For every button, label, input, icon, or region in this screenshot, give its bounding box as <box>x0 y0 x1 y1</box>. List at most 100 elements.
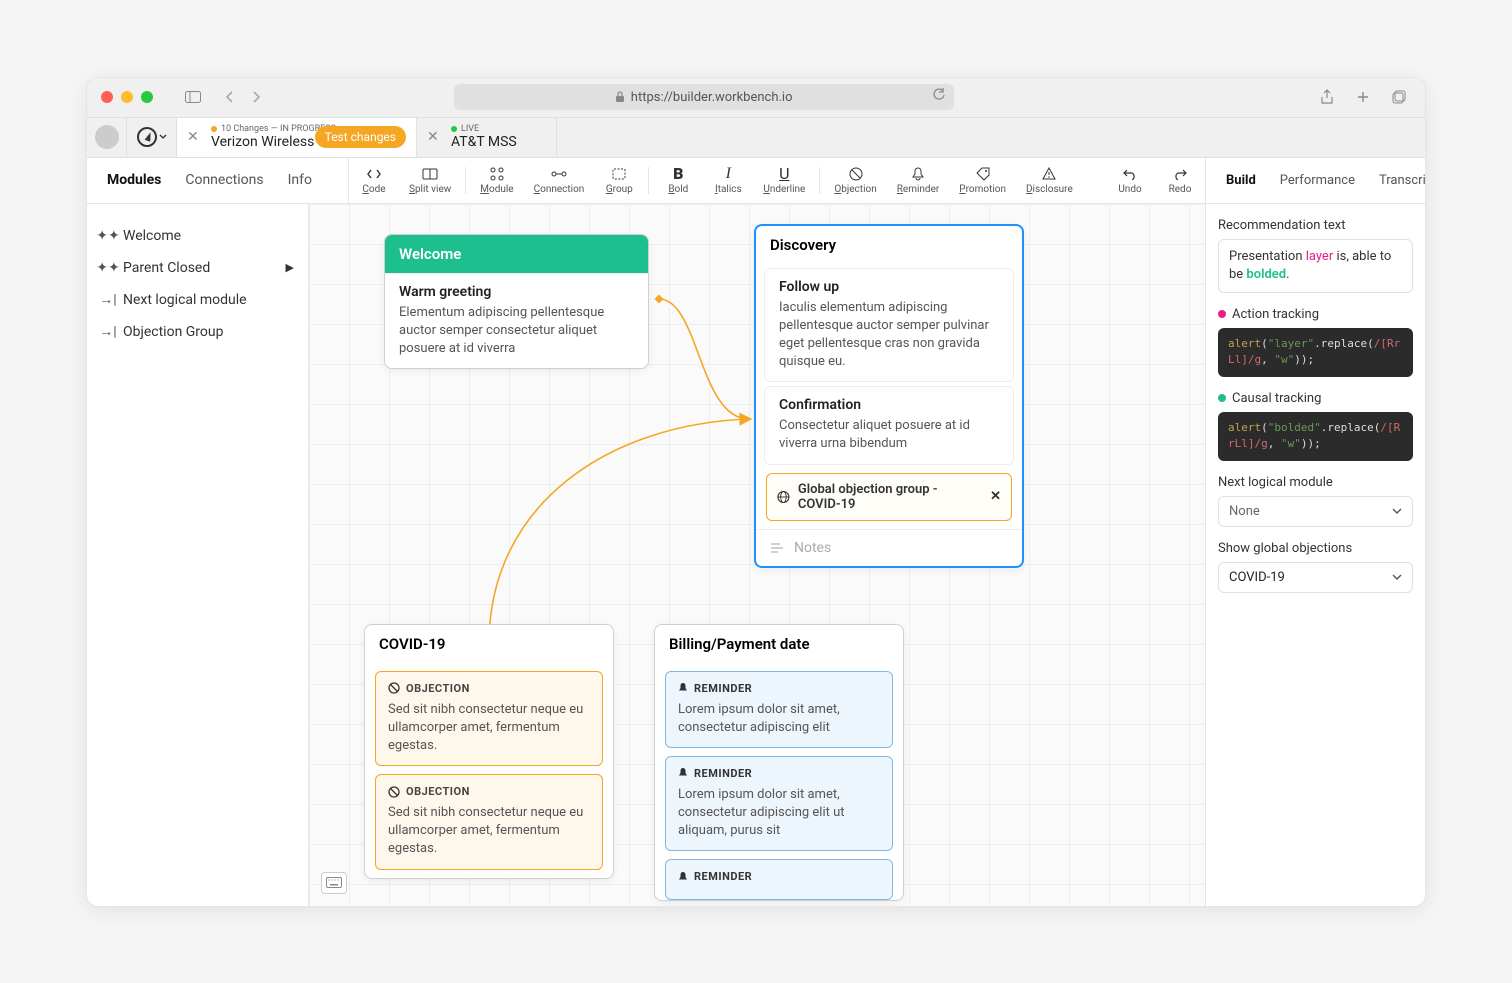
sidebar-item-parent-closed[interactable]: ✦✦ Parent Closed ▶ <box>95 252 300 284</box>
reload-icon[interactable] <box>932 88 946 106</box>
toolbar-underline[interactable]: U Underline <box>753 158 815 203</box>
sparkle-icon: ✦✦ <box>101 261 115 275</box>
global-objection-chip[interactable]: Global objection group - COVID-19 ✕ <box>766 473 1012 521</box>
panel-label: Action tracking <box>1218 307 1413 322</box>
sidebar-toggle-icon[interactable] <box>181 85 205 109</box>
nav-forward-button[interactable] <box>245 85 269 109</box>
avatar-cell[interactable] <box>87 118 127 157</box>
global-objections-select[interactable]: COVID-19 <box>1218 562 1413 593</box>
causal-code-box[interactable]: alert("bolded".replace(/[RrLl]/g, "w")); <box>1218 412 1413 461</box>
toolbar-label: Reminder <box>897 184 940 195</box>
toolbar-undo[interactable]: Undo <box>1105 158 1155 203</box>
toolbar-objection[interactable]: Objection <box>824 158 886 203</box>
card-welcome[interactable]: Welcome Warm greeting Elementum adipisci… <box>384 234 649 370</box>
minimize-window-button[interactable] <box>121 91 133 103</box>
close-icon[interactable]: ✕ <box>990 489 1001 504</box>
section-body: Elementum adipiscing pellentesque auctor… <box>399 304 634 359</box>
group-icon <box>612 166 626 182</box>
toolbar-label: Objection <box>834 184 876 195</box>
tab-build[interactable]: Build <box>1226 173 1256 188</box>
test-changes-button[interactable]: Test changes <box>315 126 406 148</box>
connection-icon <box>551 166 567 182</box>
toolbar-promotion[interactable]: Promotion <box>949 158 1016 203</box>
tab-transcripts[interactable]: Transcripts <box>1379 173 1426 188</box>
status-dot-green <box>451 126 457 132</box>
sidebar-item-next-module[interactable]: →| Next logical module <box>95 284 300 316</box>
lock-icon <box>615 91 625 103</box>
card-covid[interactable]: COVID-19 OBJECTION Sed sit nibh consecte… <box>364 624 614 879</box>
toolbar-reminder[interactable]: Reminder <box>887 158 950 203</box>
action-code-box[interactable]: alert("layer".replace(/[RrLl]/g, "w")); <box>1218 328 1413 377</box>
sidebar-item-objection-group[interactable]: →| Objection Group <box>95 316 300 348</box>
tab-status-label: LIVE <box>461 124 479 134</box>
sidebar-item-label: Objection Group <box>123 324 223 340</box>
close-window-button[interactable] <box>101 91 113 103</box>
canvas[interactable]: Welcome Warm greeting Elementum adipisci… <box>309 204 1205 906</box>
toolbar-redo[interactable]: Redo <box>1155 158 1205 203</box>
compass-cell[interactable] <box>127 118 177 157</box>
section-body: Consectetur aliquet posuere at id viverr… <box>779 417 999 453</box>
toolbar-label: Module <box>480 184 513 195</box>
dot-icon <box>1218 394 1226 402</box>
tab-att[interactable]: ✕ LIVE AT&T MSS <box>417 118 557 157</box>
select-value: COVID-19 <box>1229 570 1285 585</box>
reminder-item[interactable]: REMINDER Lorem ipsum dolor sit amet, con… <box>665 671 893 748</box>
card-title: COVID-19 <box>365 625 613 663</box>
titlebar: https://builder.workbench.io <box>87 78 1425 118</box>
address-bar[interactable]: https://builder.workbench.io <box>454 84 954 110</box>
tab-verizon[interactable]: ✕ 10 Changes — IN PROGRESS Verizon Wirel… <box>177 118 417 157</box>
notes-icon <box>770 542 784 554</box>
notes-row[interactable]: Notes <box>756 529 1022 566</box>
panel-label: Causal tracking <box>1218 391 1413 406</box>
toolbar-label: Italics <box>715 184 742 195</box>
tag-label: OBJECTION <box>406 785 470 798</box>
maximize-window-button[interactable] <box>141 91 153 103</box>
objection-icon <box>849 166 863 182</box>
window-controls <box>101 91 153 103</box>
toolbar-label: Group <box>606 184 633 195</box>
bell-icon <box>678 767 688 779</box>
section-title: Confirmation <box>779 397 999 413</box>
toolbar-connection[interactable]: Connection <box>524 158 595 203</box>
sidebar-item-label: Next logical module <box>123 292 247 308</box>
keyboard-button[interactable] <box>321 872 347 894</box>
warning-icon <box>1042 166 1056 182</box>
objection-item[interactable]: OBJECTION Sed sit nibh consectetur neque… <box>375 774 603 870</box>
reminder-item[interactable]: REMINDER <box>665 859 893 900</box>
toolbar-code[interactable]: Code <box>349 158 399 203</box>
close-icon[interactable]: ✕ <box>427 129 439 145</box>
globe-icon <box>777 490 790 504</box>
close-icon[interactable]: ✕ <box>187 129 199 145</box>
toolbar-disclosure[interactable]: Disclosure <box>1016 158 1083 203</box>
card-discovery[interactable]: Discovery Follow up Iaculis elementum ad… <box>754 224 1024 568</box>
toolbar-bold[interactable]: B Bold <box>653 158 703 203</box>
objection-item[interactable]: OBJECTION Sed sit nibh consectetur neque… <box>375 671 603 767</box>
undo-icon <box>1123 166 1137 182</box>
tabs-overview-icon[interactable] <box>1387 85 1411 109</box>
toolbar-split-view[interactable]: Split view <box>399 158 461 203</box>
tag-label: REMINDER <box>694 870 752 883</box>
arrow-icon: →| <box>101 325 115 339</box>
toolbar-group[interactable]: Group <box>594 158 644 203</box>
toolbar-italics[interactable]: I Italics <box>703 158 753 203</box>
toolbar-module[interactable]: Module <box>470 158 523 203</box>
share-icon[interactable] <box>1315 85 1339 109</box>
panel-label: Recommendation text <box>1218 218 1413 233</box>
bell-icon <box>678 682 688 694</box>
dot-icon <box>1218 310 1226 318</box>
tag-label: REMINDER <box>694 682 752 695</box>
nav-back-button[interactable] <box>217 85 241 109</box>
recommendation-text-box[interactable]: Presentation layer is, able to be bolded… <box>1218 239 1413 293</box>
new-tab-icon[interactable] <box>1351 85 1375 109</box>
sidebar-item-welcome[interactable]: ✦✦ Welcome <box>95 220 300 252</box>
select-value: None <box>1229 504 1260 519</box>
reminder-item[interactable]: REMINDER Lorem ipsum dolor sit amet, con… <box>665 756 893 852</box>
tab-connections[interactable]: Connections <box>185 172 263 188</box>
tab-info[interactable]: Info <box>288 172 312 188</box>
panel-label: Next logical module <box>1218 475 1413 490</box>
url-text: https://builder.workbench.io <box>631 90 793 105</box>
card-billing[interactable]: Billing/Payment date REMINDER Lorem ipsu… <box>654 624 904 902</box>
tab-modules[interactable]: Modules <box>107 172 161 188</box>
tab-performance[interactable]: Performance <box>1280 173 1355 188</box>
next-module-select[interactable]: None <box>1218 496 1413 527</box>
